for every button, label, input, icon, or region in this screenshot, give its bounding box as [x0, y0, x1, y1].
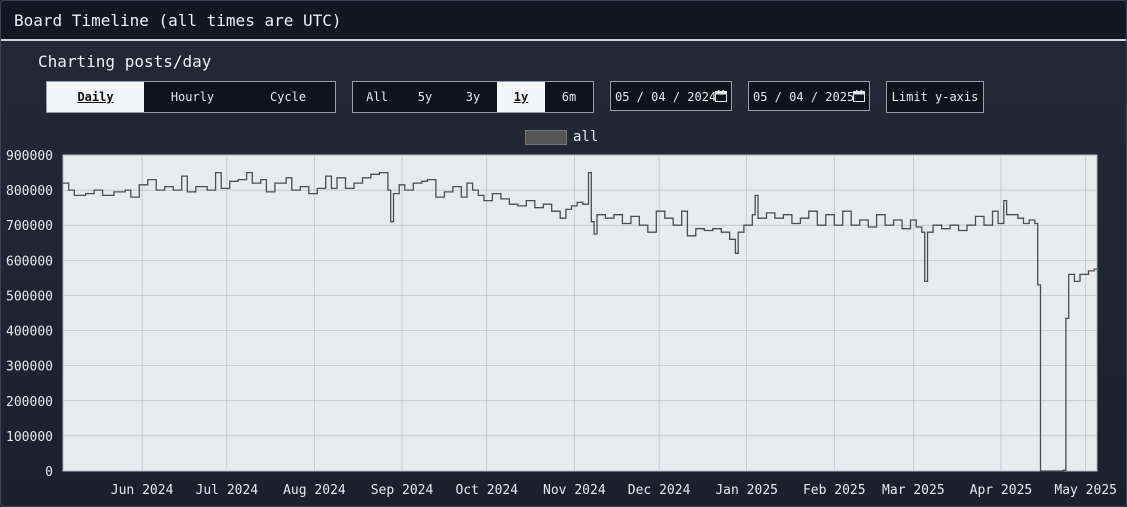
- x-tick-label: Oct 2024: [455, 483, 518, 498]
- end-date-year: 2025: [825, 90, 855, 104]
- y-tick-label: 0: [45, 465, 53, 480]
- x-tick-label: May 2025: [1054, 483, 1117, 498]
- y-tick-label: 400000: [6, 325, 53, 340]
- start-date-month: 05: [615, 90, 630, 104]
- x-tick-label: Nov 2024: [543, 483, 606, 498]
- plot-area: [62, 154, 1098, 472]
- series-line-all: [63, 171, 1097, 472]
- y-tick-label: 200000: [6, 395, 53, 410]
- range-5y-button[interactable]: 5y: [417, 90, 433, 104]
- x-tick-label: Sep 2024: [371, 483, 434, 498]
- x-tick-label: Dec 2024: [628, 483, 691, 498]
- y-tick-label: 500000: [6, 289, 53, 304]
- y-tick-label: 600000: [6, 254, 53, 269]
- limit-y-axis-button[interactable]: Limit y-axis: [886, 81, 984, 113]
- y-tick-label: 100000: [6, 430, 53, 445]
- y-tick-label: 800000: [6, 184, 53, 199]
- x-tick-label: Jun 2024: [111, 483, 174, 498]
- panel-title: Board Timeline (all times are UTC): [14, 11, 342, 30]
- granularity-selector: Daily Hourly Cycle: [46, 81, 336, 113]
- granularity-daily-button[interactable]: Daily: [47, 82, 144, 112]
- end-date-day: 04: [789, 90, 804, 104]
- x-tick-label: Aug 2024: [283, 483, 346, 498]
- y-tick-label: 900000: [6, 149, 53, 164]
- x-tick-label: Jul 2024: [196, 483, 259, 498]
- granularity-cycle-button[interactable]: Cycle: [269, 90, 307, 104]
- legend-label-all[interactable]: all: [573, 129, 599, 145]
- start-date-input[interactable]: 05 / 04 / 2024: [610, 81, 732, 111]
- chart-subtitle: Charting posts/day: [38, 52, 212, 71]
- x-tick-label: Jan 2025: [715, 483, 778, 498]
- end-date-month: 05: [753, 90, 768, 104]
- range-1y-button[interactable]: 1y: [497, 82, 545, 112]
- y-tick-label: 700000: [6, 219, 53, 234]
- end-date-input[interactable]: 05 / 04 / 2025: [748, 81, 870, 111]
- start-date-day: 04: [651, 90, 666, 104]
- granularity-hourly-button[interactable]: Hourly: [170, 90, 215, 104]
- x-tick-label: Feb 2025: [803, 483, 866, 498]
- range-3y-button[interactable]: 3y: [465, 90, 481, 104]
- x-tick-label: Mar 2025: [882, 483, 945, 498]
- panel-header: Board Timeline (all times are UTC): [1, 1, 1126, 41]
- range-selector: All 5y 3y 1y 6m: [352, 81, 594, 113]
- legend-swatch-all[interactable]: [525, 130, 567, 145]
- start-date-year: 2024: [687, 90, 717, 104]
- calendar-icon[interactable]: [715, 90, 727, 102]
- calendar-icon[interactable]: [853, 90, 865, 102]
- y-tick-label: 300000: [6, 360, 53, 375]
- range-all-button[interactable]: All: [366, 90, 388, 104]
- range-6m-button[interactable]: 6m: [561, 90, 577, 104]
- x-tick-label: Apr 2025: [970, 483, 1033, 498]
